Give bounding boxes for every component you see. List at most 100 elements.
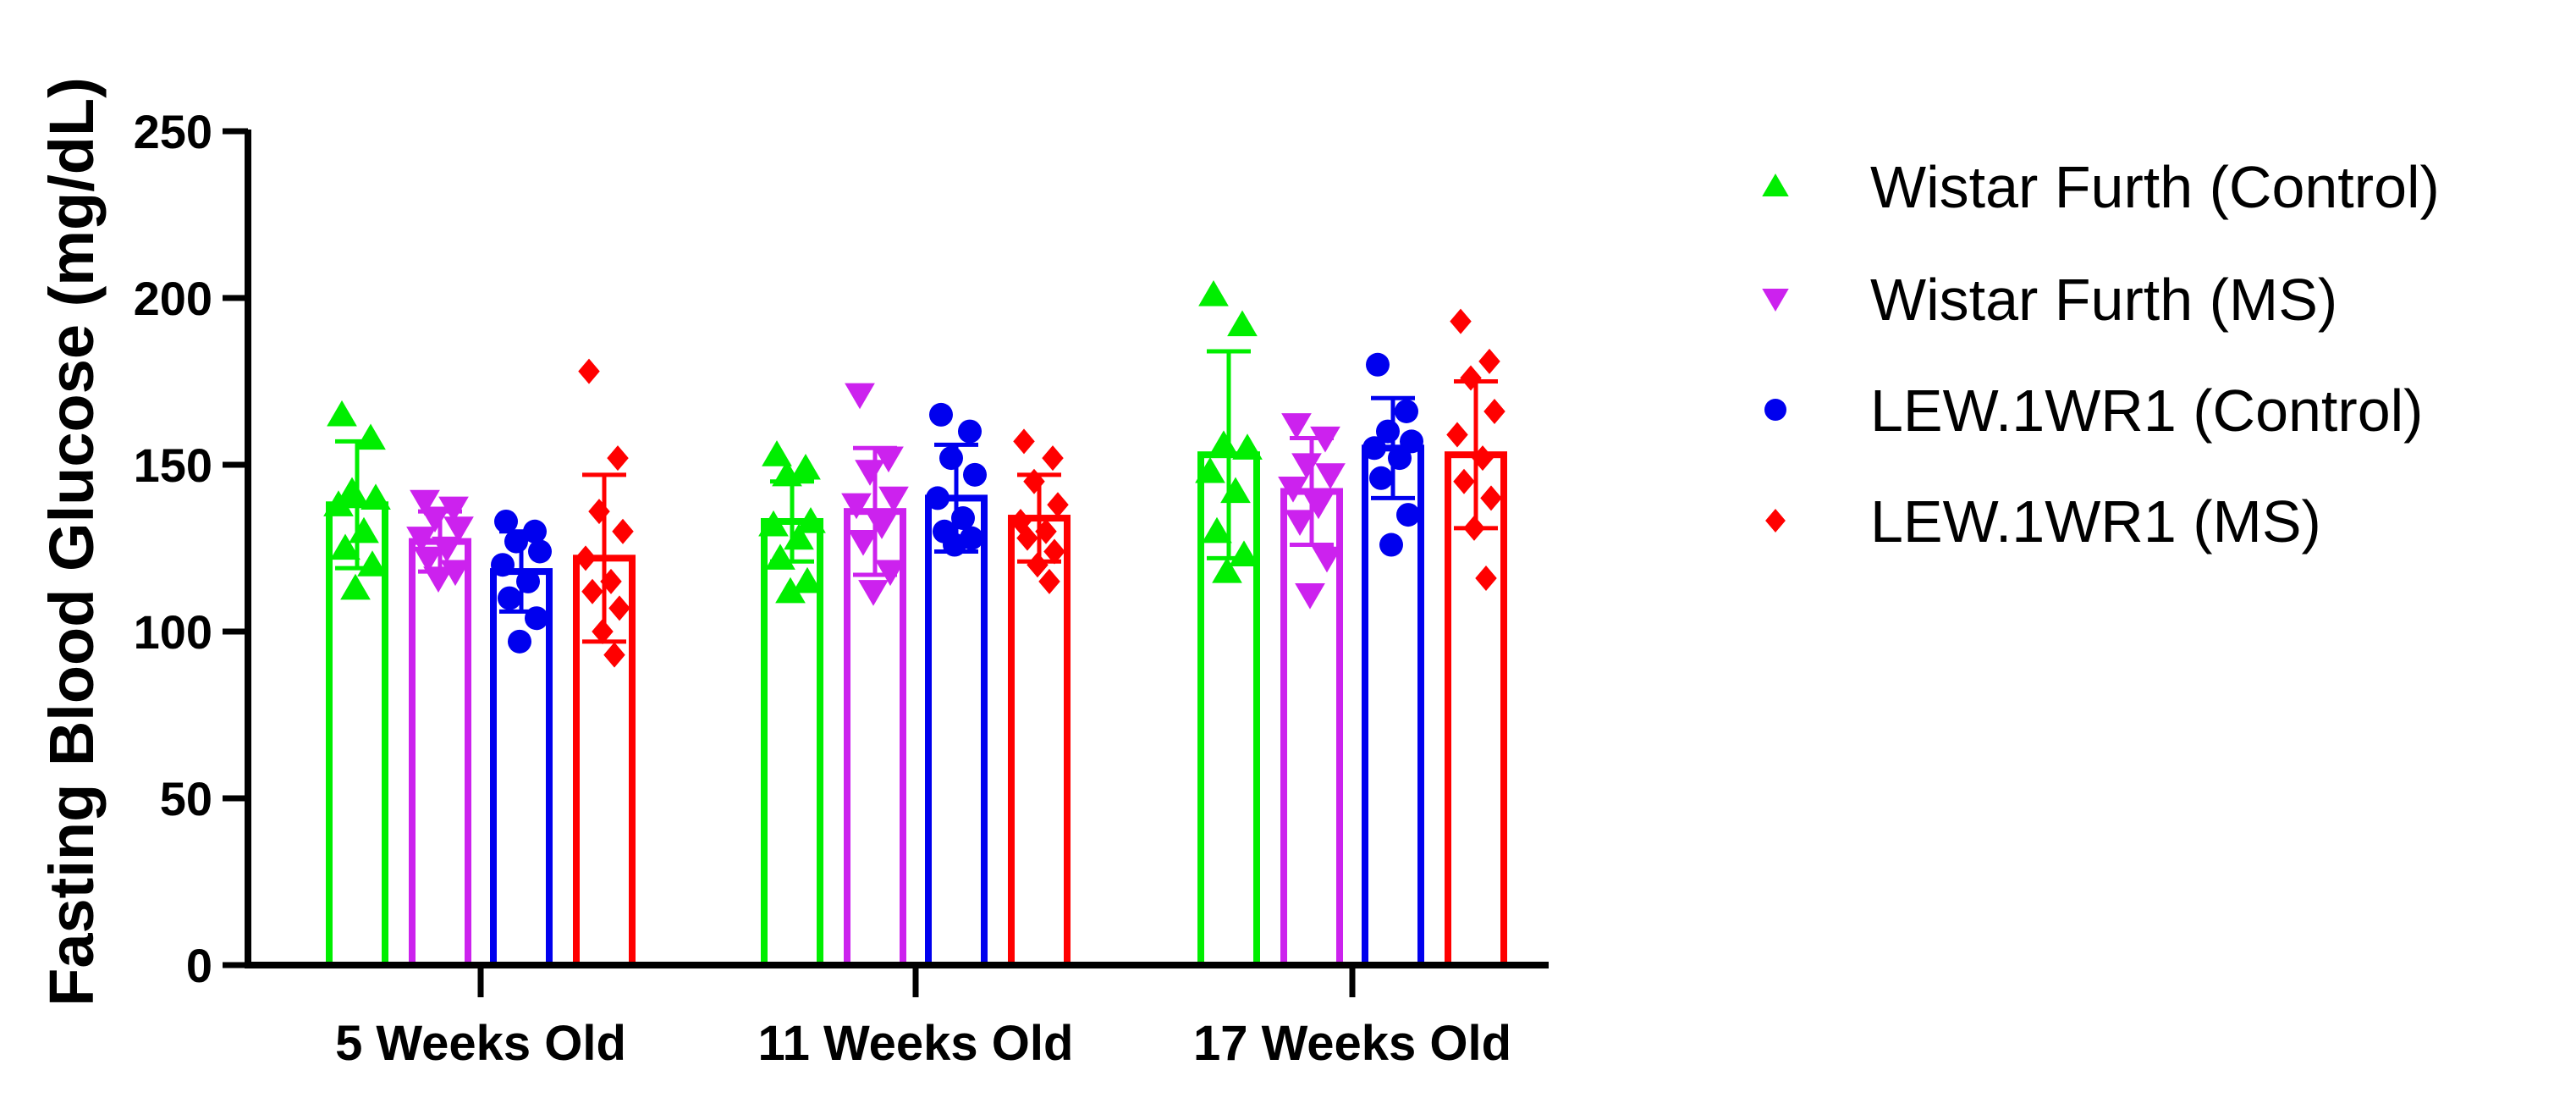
data-point bbox=[1475, 565, 1497, 591]
data-point bbox=[588, 499, 610, 525]
data-point bbox=[1027, 552, 1049, 578]
data-point bbox=[875, 560, 905, 587]
data-point bbox=[878, 486, 909, 513]
data-point bbox=[443, 516, 474, 543]
data-point bbox=[1285, 510, 1315, 536]
data-point bbox=[600, 568, 622, 594]
data-point bbox=[1366, 352, 1390, 377]
data-point bbox=[349, 516, 379, 543]
data-point bbox=[758, 510, 789, 537]
data-point bbox=[1396, 503, 1420, 527]
bar bbox=[844, 508, 906, 968]
data-point bbox=[784, 523, 814, 550]
data-point bbox=[508, 629, 531, 654]
data-point bbox=[1202, 516, 1232, 543]
data-point bbox=[1478, 348, 1500, 374]
data-point bbox=[792, 566, 823, 593]
data-point bbox=[1480, 485, 1502, 511]
data-point bbox=[958, 419, 982, 444]
y-tick-label: 250 bbox=[134, 105, 212, 158]
data-point bbox=[873, 446, 904, 473]
data-point bbox=[516, 569, 540, 593]
data-point bbox=[1446, 422, 1468, 448]
data-point bbox=[867, 513, 897, 539]
data-point bbox=[1395, 399, 1418, 423]
data-point bbox=[330, 533, 361, 560]
data-point bbox=[581, 578, 603, 604]
data-point bbox=[1291, 453, 1322, 479]
bar bbox=[409, 538, 471, 968]
data-point bbox=[1281, 413, 1312, 439]
legend-item: Wistar Furth (MS) bbox=[1762, 267, 2337, 333]
data-point bbox=[1220, 477, 1251, 504]
data-point bbox=[929, 402, 953, 427]
data-point bbox=[858, 580, 889, 606]
legend-marker-circle-icon bbox=[1764, 399, 1786, 421]
data-point bbox=[1310, 426, 1340, 453]
data-point bbox=[1278, 476, 1308, 503]
data-point bbox=[765, 543, 795, 570]
data-point bbox=[772, 460, 802, 487]
data-point bbox=[1023, 468, 1045, 494]
data-point bbox=[361, 483, 391, 510]
y-tick-label: 200 bbox=[134, 272, 212, 325]
legend-marker-diamond-icon bbox=[1765, 509, 1786, 532]
data-point bbox=[1198, 280, 1229, 306]
legend-item: LEW.1WR1 (MS) bbox=[1765, 488, 2321, 555]
legend: Wistar Furth (Control) Wistar Furth (MS) L… bbox=[1762, 154, 2440, 555]
data-point bbox=[1016, 525, 1038, 551]
data-point bbox=[1013, 428, 1035, 455]
data-point bbox=[410, 489, 440, 516]
legend-label: LEW.1WR1 (MS) bbox=[1870, 488, 2321, 555]
data-point bbox=[1208, 430, 1239, 456]
data-point bbox=[1303, 493, 1334, 520]
data-point bbox=[523, 519, 547, 543]
data-point bbox=[1312, 546, 1342, 573]
bar bbox=[925, 494, 988, 968]
data-point bbox=[1042, 445, 1064, 472]
data-point bbox=[528, 539, 552, 564]
x-tick-label: 17 Weeks Old bbox=[1193, 1016, 1511, 1071]
data-point bbox=[438, 496, 469, 523]
data-point bbox=[440, 560, 471, 587]
data-point bbox=[1212, 557, 1242, 583]
data-point bbox=[1232, 433, 1263, 460]
data-point bbox=[575, 545, 597, 571]
data-point bbox=[357, 550, 388, 577]
legend-item: LEW.1WR1 (Control) bbox=[1764, 378, 2423, 444]
data-point bbox=[1460, 365, 1482, 391]
data-point bbox=[845, 383, 875, 410]
data-point bbox=[498, 586, 521, 610]
data-point bbox=[420, 506, 450, 533]
legend-marker-triangle-up-icon bbox=[1762, 174, 1789, 196]
data-point bbox=[608, 595, 630, 621]
x-tick-label: 11 Weeks Old bbox=[758, 1016, 1074, 1071]
data-point bbox=[951, 506, 975, 531]
data-point bbox=[355, 423, 386, 450]
data-point bbox=[1369, 466, 1393, 490]
legend-item: Wistar Furth (Control) bbox=[1762, 154, 2440, 220]
data-point bbox=[1472, 445, 1494, 472]
data-point bbox=[939, 446, 963, 471]
data-point bbox=[855, 460, 885, 486]
data-point bbox=[491, 553, 515, 577]
data-point bbox=[1229, 540, 1259, 566]
data-point bbox=[603, 642, 625, 668]
data-point bbox=[323, 490, 354, 516]
data-point bbox=[1295, 583, 1325, 610]
data-point bbox=[1362, 436, 1386, 461]
data-point bbox=[1315, 463, 1346, 489]
data-point bbox=[775, 577, 806, 604]
data-point bbox=[327, 400, 357, 427]
legend-label: Wistar Furth (MS) bbox=[1870, 267, 2337, 333]
data-point bbox=[406, 527, 437, 553]
data-point bbox=[963, 462, 987, 487]
data-point bbox=[1463, 515, 1485, 541]
data-point bbox=[1450, 308, 1472, 334]
legend-label: LEW.1WR1 (Control) bbox=[1870, 378, 2423, 444]
data-point bbox=[1047, 492, 1069, 518]
data-point bbox=[1038, 568, 1060, 594]
data-point bbox=[1379, 532, 1403, 557]
